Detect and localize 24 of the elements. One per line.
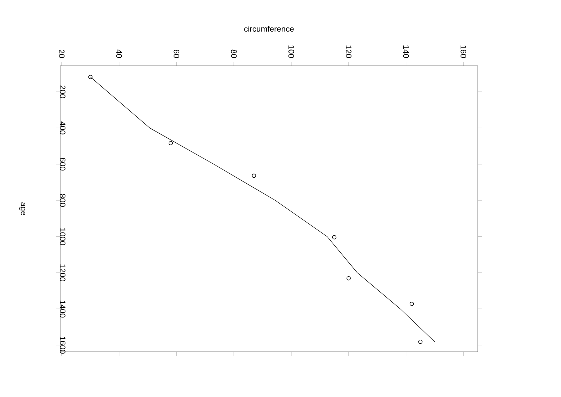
- y-axis-title: age: [20, 202, 26, 216]
- x-tick-label: 160: [460, 46, 466, 58]
- point: [168, 141, 174, 146]
- point: [332, 235, 337, 240]
- y-tick-label: 600: [60, 158, 66, 171]
- y-tick-label: 200: [60, 86, 66, 98]
- y-tick-label: 1000: [60, 228, 66, 246]
- x-tick-label: 40: [116, 50, 122, 58]
- point: [418, 340, 423, 344]
- y-tick-label: 1400: [60, 300, 66, 318]
- x-tick-label: 140: [403, 46, 410, 58]
- x-axis-title: circumference: [244, 26, 294, 32]
- x-tick-label: 120: [346, 46, 352, 58]
- x-tick-label: 80: [231, 50, 237, 58]
- x-tick-label: 100: [288, 46, 294, 58]
- x-tick-label: 60: [174, 50, 180, 58]
- point: [252, 174, 256, 178]
- y-tick-label: 800: [60, 194, 66, 207]
- point: [346, 276, 351, 281]
- point: [410, 302, 414, 306]
- y-tick-label: 1600: [60, 337, 66, 354]
- y-tick-label: 400: [60, 122, 66, 135]
- y-tick-label: 1200: [60, 264, 66, 282]
- x-tick-label: 20: [59, 50, 65, 58]
